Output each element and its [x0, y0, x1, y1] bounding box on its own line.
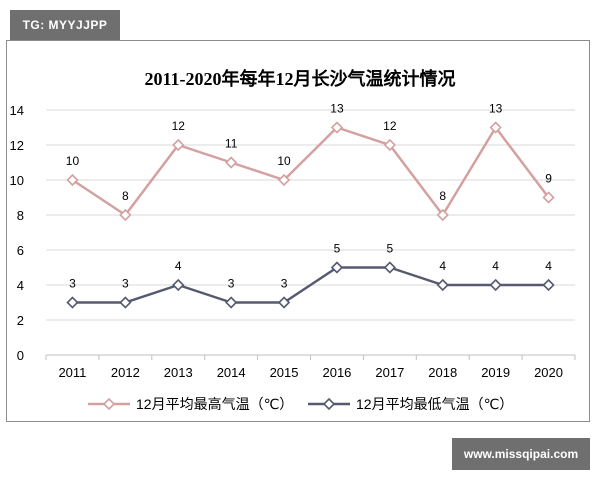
data-label: 4 — [492, 259, 499, 273]
chart-title: 2011-2020年每年12月长沙气温统计情况 — [145, 68, 456, 89]
data-label: 4 — [439, 259, 446, 273]
legend-marker — [102, 397, 116, 411]
legend-item: 12月平均最高气温（℃） — [88, 396, 293, 412]
data-label: 10 — [66, 154, 80, 168]
data-point — [119, 208, 132, 222]
y-tick-label: 8 — [17, 208, 24, 223]
y-tick-label: 12 — [10, 138, 24, 153]
legend-item: 12月平均最低气温（℃） — [308, 396, 513, 412]
legend-marker — [322, 397, 336, 411]
data-point — [277, 173, 291, 187]
data-point — [383, 138, 396, 152]
data-point — [172, 138, 185, 152]
series-low-temp: 3 3 4 3 3 5 5 4 4 4 — [66, 242, 555, 309]
data-point — [489, 121, 502, 134]
series-line — [72, 266, 549, 304]
data-point — [172, 278, 185, 292]
data-label: 8 — [439, 189, 446, 203]
watermark-site: www.missqipai.com — [452, 438, 590, 470]
x-tick-label: 2012 — [111, 365, 140, 380]
y-tick-label: 0 — [17, 348, 24, 363]
x-tick-label: 2017 — [375, 365, 404, 380]
data-label: 4 — [545, 259, 552, 273]
axes: 0 2 4 6 8 10 12 14 2011 2012 2013 2014 2015 2016 2017 2… — [10, 103, 576, 380]
data-point — [383, 261, 396, 274]
y-tick-label: 14 — [10, 103, 24, 118]
series-group: 10 8 12 11 10 13 12 8 13 9 3 3 4 3 3 5 5 4 4 4 — [66, 102, 555, 309]
data-label: 13 — [330, 102, 344, 116]
x-tick-label: 2016 — [322, 365, 351, 380]
data-label: 3 — [281, 277, 288, 291]
x-tick-label: 2020 — [534, 365, 563, 380]
data-point — [330, 121, 344, 134]
series-line — [71, 126, 550, 217]
data-label: 5 — [387, 242, 394, 256]
x-tick-label: 2014 — [217, 365, 246, 380]
data-point — [277, 296, 291, 309]
data-point — [542, 191, 555, 204]
data-point — [225, 296, 238, 309]
legend-label: 12月平均最低气温（℃） — [356, 396, 513, 412]
data-point — [66, 173, 79, 187]
data-point — [225, 156, 238, 169]
data-point — [119, 296, 132, 309]
x-tick-label: 2018 — [428, 365, 457, 380]
data-point — [489, 278, 502, 292]
y-tick-label: 2 — [17, 313, 24, 328]
data-label: 3 — [122, 277, 129, 291]
data-point — [330, 261, 344, 274]
legend: 12月平均最高气温（℃） 12月平均最低气温（℃） — [88, 396, 513, 412]
x-tick-label: 2011 — [58, 365, 86, 380]
data-label: 9 — [545, 172, 552, 186]
x-tick-label: 2019 — [481, 365, 510, 380]
y-tick-label: 10 — [10, 173, 24, 188]
y-tick-label: 6 — [17, 243, 24, 258]
data-point — [436, 208, 449, 222]
data-label: 3 — [69, 277, 76, 291]
watermark-tag: TG: MYYJJPP — [10, 10, 120, 40]
data-label: 12 — [172, 119, 186, 133]
data-label: 4 — [175, 259, 182, 273]
data-label: 8 — [122, 189, 129, 203]
data-point — [436, 278, 449, 292]
data-label: 10 — [277, 154, 291, 168]
data-label: 11 — [225, 137, 238, 151]
x-tick-label: 2015 — [270, 365, 299, 380]
y-tick-label: 4 — [17, 278, 24, 293]
data-label: 3 — [228, 277, 235, 291]
chart-frame — [6, 40, 590, 422]
data-point — [66, 296, 79, 309]
series-high-temp: 10 8 12 11 10 13 12 8 13 9 — [66, 102, 555, 222]
data-label: 13 — [489, 102, 503, 116]
data-point — [542, 278, 555, 292]
x-tick-label: 2013 — [164, 365, 193, 380]
data-label: 5 — [334, 242, 341, 256]
data-label: 12 — [383, 119, 397, 133]
legend-label: 12月平均最高气温（℃） — [136, 396, 293, 412]
